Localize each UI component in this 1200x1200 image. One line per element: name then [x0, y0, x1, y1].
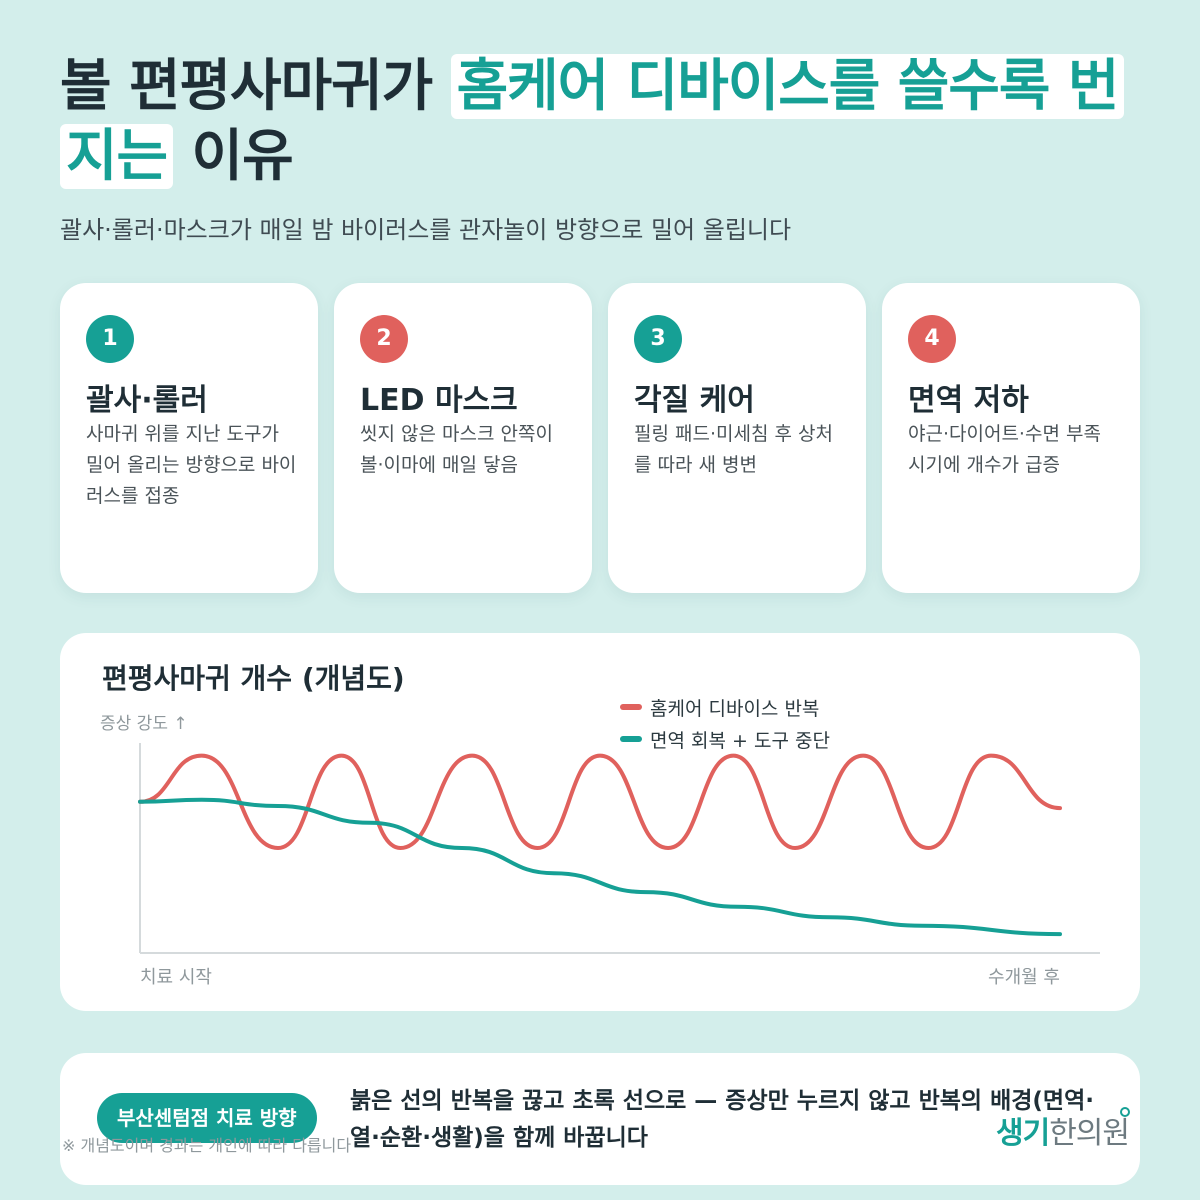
card-title: 괄사·롤러: [86, 383, 208, 418]
card-title: 각질 케어: [634, 383, 755, 418]
cause-cards: 1 괄사·롤러 사마귀 위를 지난 도구가 밀어 올리는 방향으로 바이러스를 …: [60, 283, 1140, 593]
step-number-badge: 3: [634, 315, 682, 363]
chart-title: 편평사마귀 개수 (개념도): [102, 662, 405, 695]
title-text-end: 이유: [173, 124, 294, 189]
x-tick-end: 수개월 후: [988, 967, 1060, 988]
card-description: 필링 패드·미세침 후 상처를 따라 새 병변: [634, 423, 833, 476]
chart-card: 편평사마귀 개수 (개념도) 증상 강도 ↑ 홈케어 디바이스 반복 면역 회복…: [60, 633, 1140, 1011]
step-number-badge: 2: [360, 315, 408, 363]
card-description: 사마귀 위를 지난 도구가 밀어 올리는 방향으로 바이러스를 접종: [86, 423, 297, 507]
legend-swatch-red: [620, 704, 642, 710]
card-description: 씻지 않은 마스크 안쪽이 볼·이마에 매일 닿음: [360, 423, 553, 476]
page-title: 볼 편평사마귀가 홈케어 디바이스를 쓸수록 번지는 이유: [60, 52, 1150, 192]
clinic-logo: 생기한의원: [996, 1108, 1130, 1152]
cause-card-4: 4 면역 저하 야근·다이어트·수면 부족 시기에 개수가 급증: [882, 283, 1140, 593]
cause-card-2: 2 LED 마스크 씻지 않은 마스크 안쪽이 볼·이마에 매일 닿음: [334, 283, 592, 593]
card-title: 면역 저하: [908, 383, 1029, 418]
card-title: LED 마스크: [360, 383, 518, 418]
chart-y-label: 증상 강도 ↑: [100, 714, 188, 734]
step-number-badge: 4: [908, 315, 956, 363]
line-chart: [138, 743, 1100, 954]
disclaimer: ※ 개념도이며 경과는 개인에 따라 다릅니다: [62, 1136, 352, 1155]
step-number-badge: 1: [86, 315, 134, 363]
treatment-note-card: 부산센텀점 치료 방향 붉은 선의 반복을 끊고 초록 선으로 — 증상만 누르…: [60, 1053, 1140, 1185]
clinic-badge: 부산센텀점 치료 방향: [97, 1093, 317, 1143]
chart-legend: 홈케어 디바이스 반복 면역 회복 + 도구 중단: [620, 691, 830, 755]
page-subtitle: 괄사·롤러·마스크가 매일 밤 바이러스를 관자놀이 방향으로 밀어 올립니다: [60, 216, 792, 244]
series-line-recovery: [138, 797, 1062, 937]
card-description: 야근·다이어트·수면 부족 시기에 개수가 급증: [908, 423, 1101, 476]
legend-swatch-green: [620, 736, 642, 742]
series-line-home-device: [138, 753, 1062, 851]
logo-part1: 생기: [996, 1116, 1050, 1151]
cause-card-3: 3 각질 케어 필링 패드·미세침 후 상처를 따라 새 병변: [608, 283, 866, 593]
cause-card-1: 1 괄사·롤러 사마귀 위를 지난 도구가 밀어 올리는 방향으로 바이러스를 …: [60, 283, 318, 593]
legend-label: 홈케어 디바이스 반복: [650, 697, 820, 720]
legend-item-red: 홈케어 디바이스 반복: [620, 691, 830, 723]
title-text: 볼 편평사마귀가: [60, 54, 451, 119]
x-tick-start: 치료 시작: [140, 967, 212, 988]
note-text: 붉은 선의 반복을 끊고 초록 선으로 — 증상만 누르지 않고 반복의 배경(…: [350, 1088, 1094, 1151]
logo-dot-icon: [1120, 1107, 1130, 1117]
legend-item-green: 면역 회복 + 도구 중단: [620, 723, 830, 755]
legend-label: 면역 회복 + 도구 중단: [650, 729, 830, 752]
logo-part2: 한의원: [1049, 1116, 1130, 1151]
